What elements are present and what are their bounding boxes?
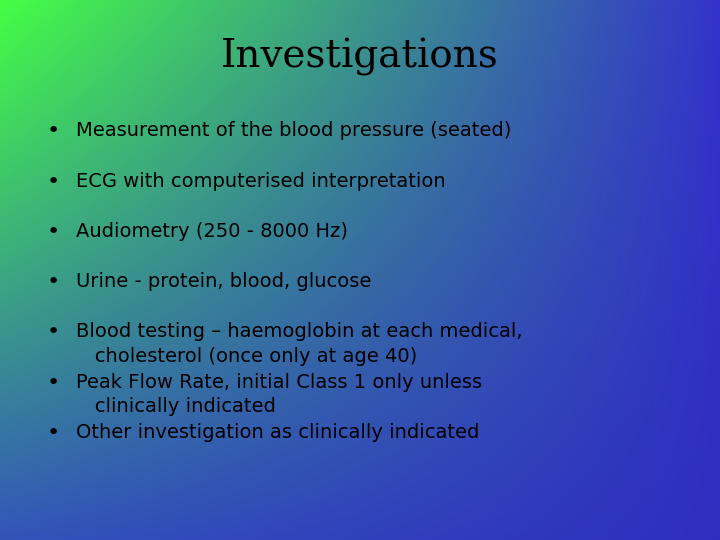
Text: •: • <box>47 423 60 443</box>
Text: •: • <box>47 222 60 242</box>
Text: Urine - protein, blood, glucose: Urine - protein, blood, glucose <box>76 272 371 291</box>
Text: Peak Flow Rate, initial Class 1 only unless
   clinically indicated: Peak Flow Rate, initial Class 1 only unl… <box>76 373 482 416</box>
Text: •: • <box>47 373 60 393</box>
Text: Measurement of the blood pressure (seated): Measurement of the blood pressure (seate… <box>76 122 511 140</box>
Text: Audiometry (250 - 8000 Hz): Audiometry (250 - 8000 Hz) <box>76 222 348 241</box>
Text: Blood testing – haemoglobin at each medical,
   cholesterol (once only at age 40: Blood testing – haemoglobin at each medi… <box>76 322 522 366</box>
Text: •: • <box>47 122 60 141</box>
Text: •: • <box>47 322 60 342</box>
Text: ECG with computerised interpretation: ECG with computerised interpretation <box>76 172 445 191</box>
Text: Other investigation as clinically indicated: Other investigation as clinically indica… <box>76 423 479 442</box>
Text: •: • <box>47 172 60 192</box>
Text: •: • <box>47 272 60 292</box>
Text: Investigations: Investigations <box>221 38 499 76</box>
